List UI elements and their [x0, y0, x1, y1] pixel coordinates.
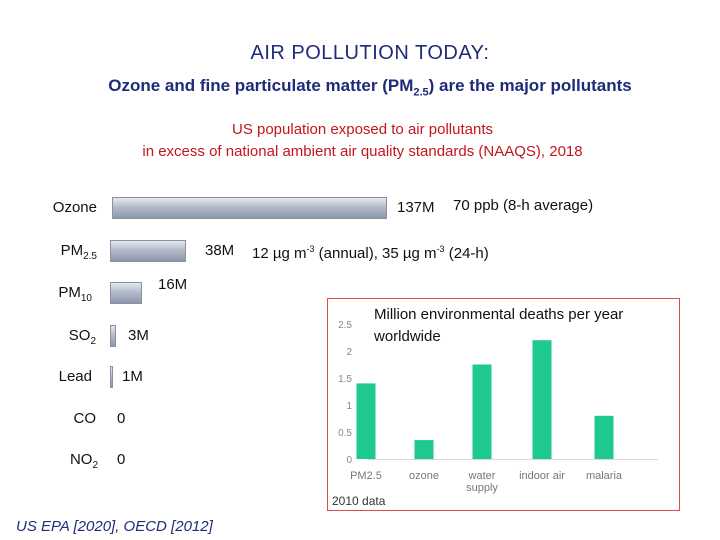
category-label-text: Lead	[58, 368, 92, 385]
inset-category-label: PM2.5	[350, 470, 382, 482]
category-label-subscript: 2	[90, 336, 96, 347]
inset-ytick-label: 0.5	[338, 428, 352, 439]
pm25-note-b: (annual), 35 µg m	[314, 245, 437, 262]
inset-category-label: supply	[466, 482, 498, 494]
exposure-value-label: 38M	[205, 242, 235, 259]
inset-ytick-label: 2	[346, 347, 352, 358]
death-bar	[356, 383, 376, 459]
pm25-note-c: (24-h)	[444, 245, 489, 262]
inset-ytick-label: 2.5	[338, 320, 352, 331]
death-bar	[594, 415, 614, 459]
death-bar	[532, 340, 552, 459]
category-label: Ozone	[53, 199, 97, 216]
inset-category-label: water	[468, 470, 496, 482]
exposure-bar	[110, 325, 117, 347]
inset-title-line1: Million environmental deaths per year	[374, 306, 623, 323]
chart-title-line1: US population exposed to air pollutants	[231, 121, 493, 138]
category-label-subscript: 2.5	[83, 251, 97, 262]
exposure-value-label: 16M	[158, 276, 188, 293]
chart-title-line2: in excess of national ambient air qualit…	[142, 143, 583, 160]
inset-data-year-note: 2010 data	[332, 494, 386, 508]
category-label-subscript: 10	[80, 293, 92, 304]
category-label: Lead	[59, 368, 92, 385]
exposure-value-label: 0	[117, 451, 126, 468]
exposure-value-label: 1M	[122, 368, 143, 385]
exposure-bar	[110, 240, 187, 262]
category-label-text: PM	[60, 242, 84, 259]
exposure-bar	[110, 366, 113, 388]
pm25-standard-note: 12 µg m-3 (annual), 35 µg m-3 (24-h)	[252, 244, 489, 262]
category-label: CO	[74, 410, 97, 427]
category-label: PM2.5	[61, 242, 97, 262]
category-label: SO2	[69, 327, 96, 347]
category-label-text: Ozone	[52, 199, 97, 216]
inset-ytick-label: 1	[346, 401, 352, 412]
inset-category-label: indoor air	[519, 470, 565, 482]
category-label-text: NO	[69, 451, 93, 468]
inset-title-line2: worldwide	[373, 328, 441, 345]
inset-category-label: malaria	[586, 470, 623, 482]
exposure-value-label: 137M	[397, 199, 435, 216]
category-label-text: PM	[58, 284, 81, 301]
page-title: AIR POLLUTION TODAY:	[250, 42, 490, 64]
category-label: PM10	[58, 284, 92, 304]
exposure-value-label: 0	[117, 410, 126, 427]
category-label-text: SO	[68, 327, 91, 344]
subtitle-text-pre: Ozone and fine particulate matter (PM	[108, 76, 414, 95]
exposure-bar	[110, 282, 143, 304]
global-deaths-chart: Million environmental deaths per year wor…	[332, 306, 658, 508]
inset-ytick-label: 0	[346, 455, 352, 466]
exposure-value-label: 3M	[128, 327, 149, 344]
death-bar	[472, 364, 492, 459]
page-subtitle: Ozone and fine particulate matter (PM2.5…	[0, 76, 720, 98]
category-label: NO2	[70, 451, 98, 471]
pm25-note-b-sup: -3	[436, 244, 445, 254]
ozone-standard-note: 70 ppb (8-h average)	[453, 197, 594, 214]
subtitle-subscript: 2.5	[413, 86, 429, 99]
pm25-note-a: 12 µg m	[252, 245, 307, 262]
subtitle-text-post: ) are the major pollutants	[428, 76, 632, 95]
inset-ytick-label: 1.5	[338, 374, 352, 385]
pm25-note-a-sup: -3	[306, 244, 315, 254]
death-bar	[414, 440, 434, 459]
category-label-text: CO	[73, 410, 97, 427]
exposure-bar	[112, 197, 387, 219]
global-deaths-chart-panel: Million environmental deaths per year wor…	[327, 298, 680, 511]
inset-category-label: ozone	[409, 470, 439, 482]
source-citation: US EPA [2020], OECD [2012]	[16, 518, 213, 535]
category-label-subscript: 2	[92, 460, 98, 471]
